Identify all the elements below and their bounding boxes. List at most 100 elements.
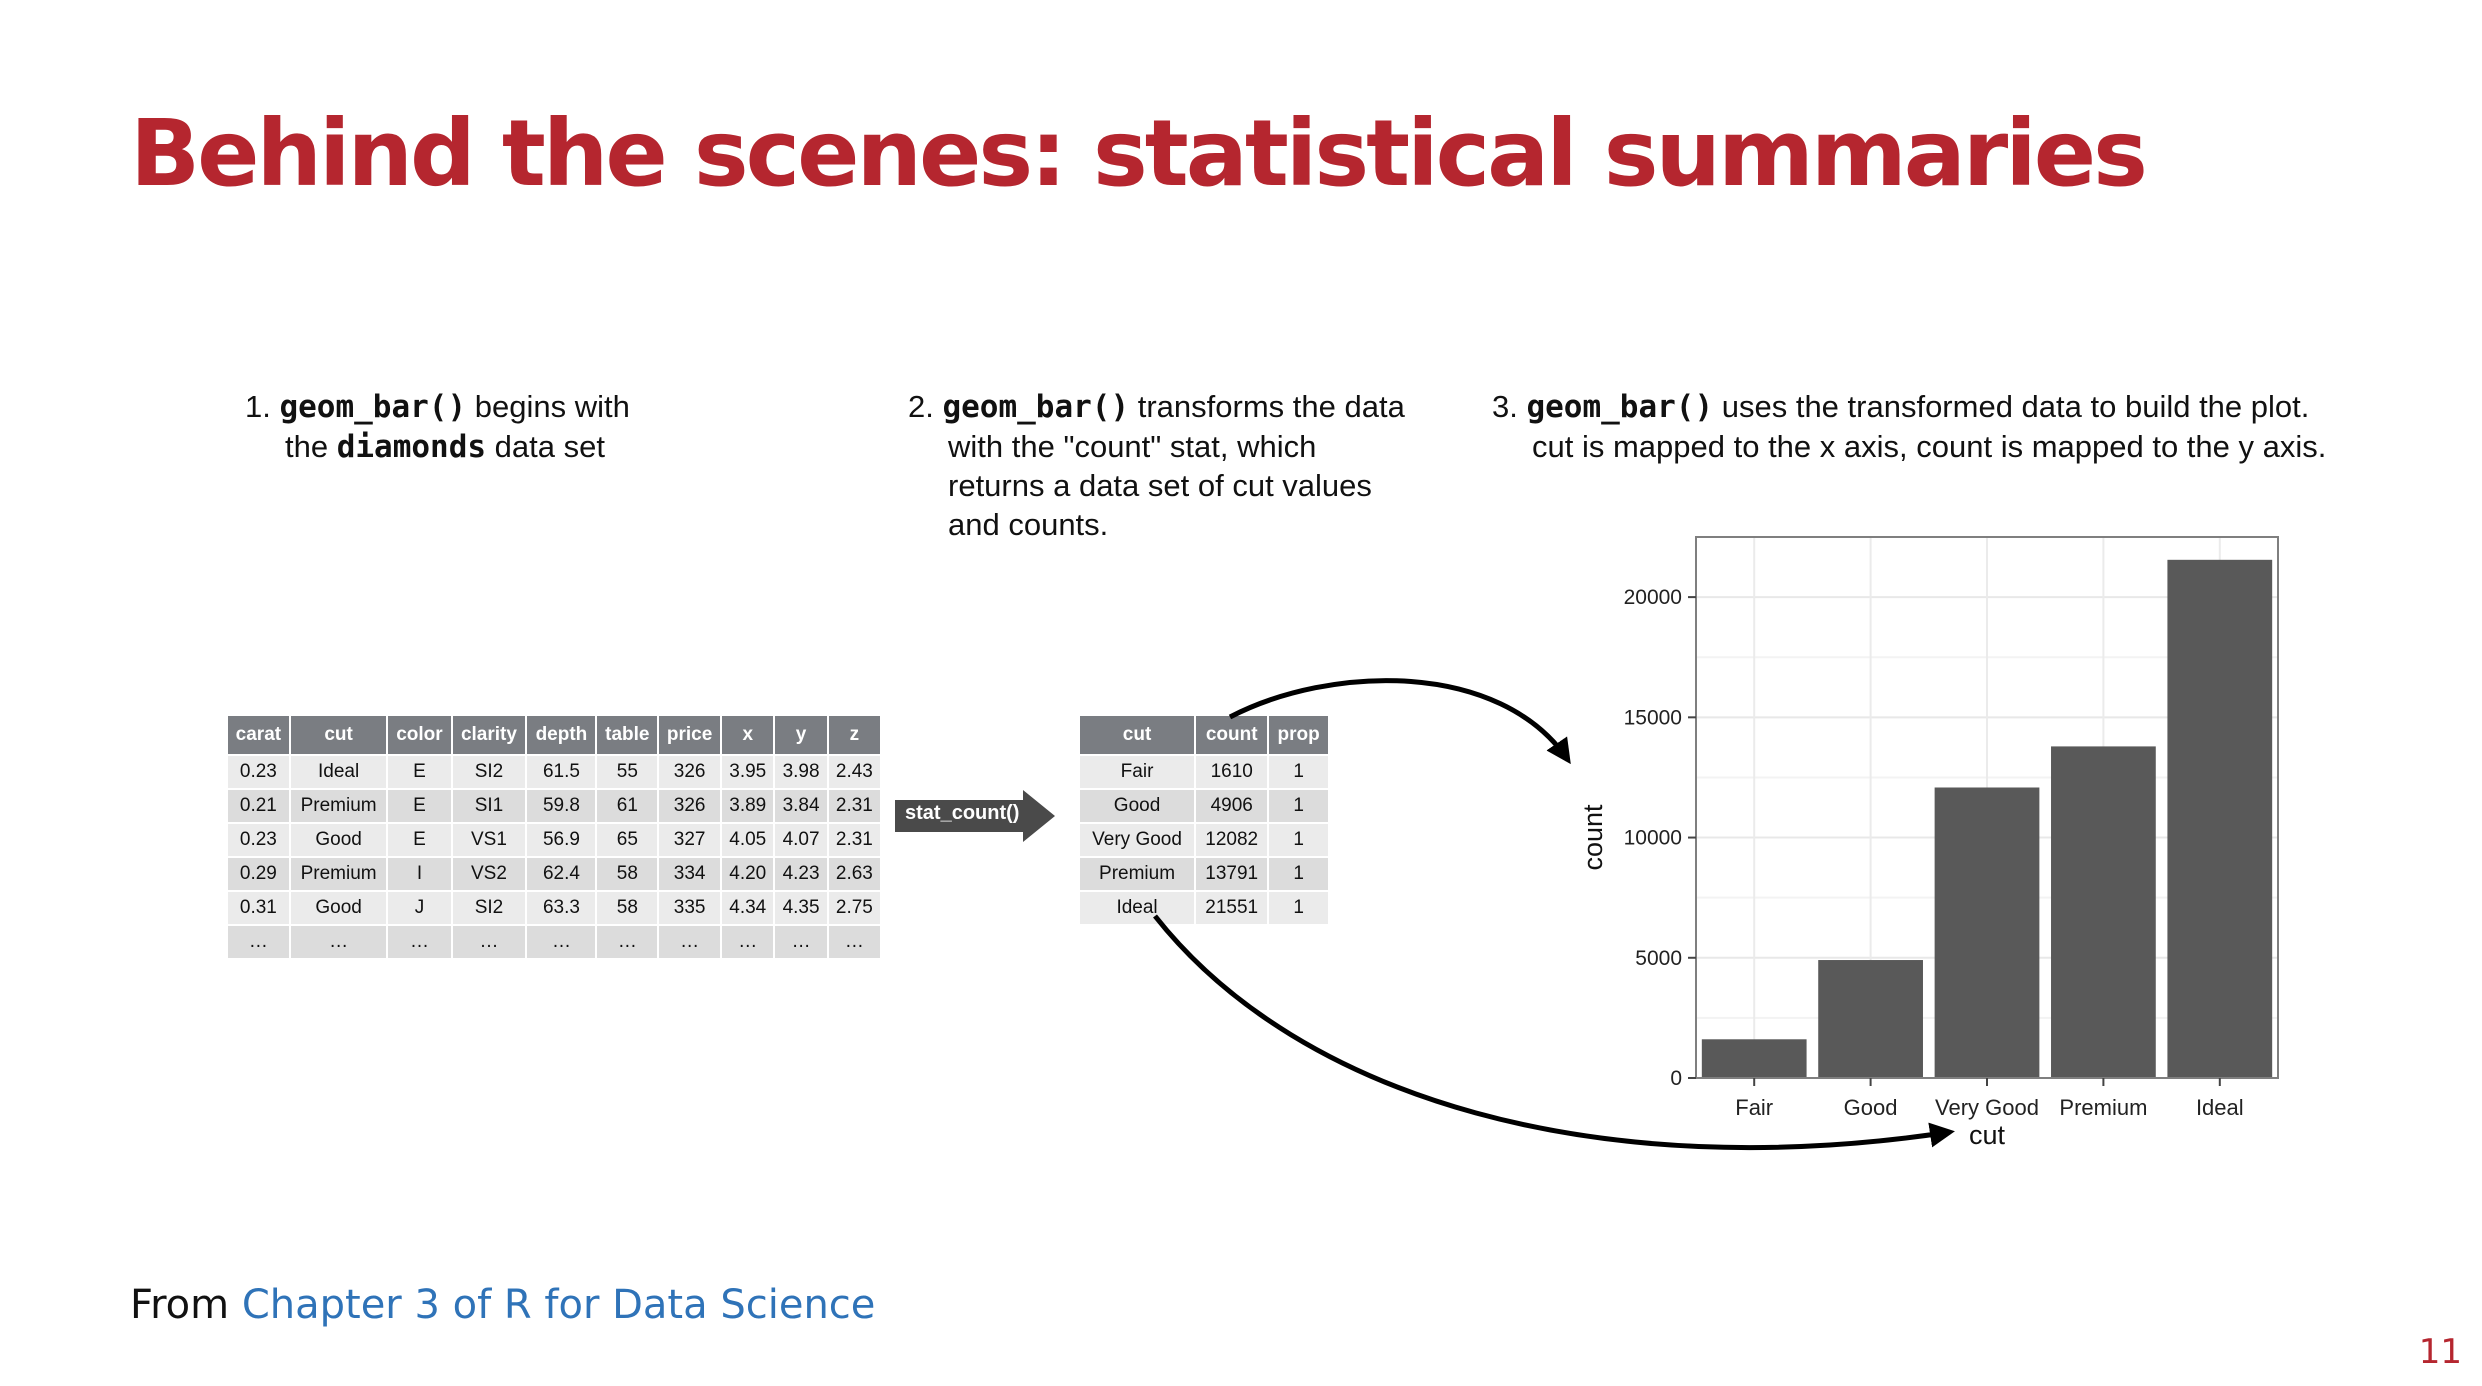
table-cell: 3.95 (720, 754, 775, 789)
table-cell: 0.31 (228, 890, 290, 925)
table-cell: 2.43 (826, 754, 880, 789)
table-cell: … (826, 924, 880, 958)
x-tick-label: Fair (1735, 1095, 1773, 1120)
column-header: price (657, 716, 722, 755)
y-tick-label: 5000 (1635, 947, 1682, 970)
footer-source: From Chapter 3 of R for Data Science (130, 1282, 875, 1328)
step1-text-c: data set (486, 429, 605, 464)
bar-premium (2051, 746, 2156, 1078)
table-cell: E (386, 822, 452, 857)
table-cell: … (525, 924, 597, 958)
table-cell: … (288, 924, 388, 958)
table-cell: … (386, 924, 452, 958)
table-cell: … (595, 924, 659, 958)
diamonds-table: carat cut color clarity depth table price x y z 0.… (228, 716, 880, 958)
table-cell: Very Good (1080, 822, 1196, 857)
table-cell: 4.07 (773, 822, 828, 857)
table-cell: Ideal (288, 754, 388, 789)
table-cell: Premium (288, 856, 388, 891)
column-header: x (720, 716, 775, 755)
table-row: Fair 1610 1 (1080, 754, 1328, 789)
table-cell: 326 (657, 788, 722, 823)
table-row: Very Good 12082 1 (1080, 822, 1328, 857)
table-cell: 65 (595, 822, 659, 857)
table-header-row: carat cut color clarity depth table price x y z (228, 716, 880, 755)
table-cell: 55 (595, 754, 659, 789)
table-cell: 3.89 (720, 788, 775, 823)
table-cell: E (386, 788, 452, 823)
x-tick-label: Very Good (1935, 1095, 2039, 1120)
column-header: prop (1267, 716, 1328, 755)
table-cell: 0.29 (228, 856, 290, 891)
table-row: Ideal 21551 1 (1080, 890, 1328, 924)
slide-title: Behind the scenes: statistical summaries (130, 100, 2148, 207)
table-cell: VS1 (450, 822, 527, 857)
table-cell: 4.20 (720, 856, 775, 891)
step3-code: geom_bar() (1526, 389, 1714, 425)
stat-count-arrow: stat_count() (895, 790, 1055, 842)
column-header: clarity (450, 716, 527, 755)
table-cell: … (228, 924, 290, 958)
column-header: z (826, 716, 880, 755)
column-header: carat (228, 716, 290, 755)
table-cell: 3.98 (773, 754, 828, 789)
table-cell: 3.84 (773, 788, 828, 823)
step1-dataset-code: diamonds (336, 429, 487, 465)
column-header: y (773, 716, 828, 755)
table-cell: 21551 (1194, 890, 1269, 924)
bar-fair (1701, 1039, 1807, 1078)
table-cell: 1 (1267, 754, 1328, 789)
table-cell: 4.34 (720, 890, 775, 925)
x-tick-label: Ideal (2196, 1095, 2244, 1120)
table-cell: 62.4 (525, 856, 597, 891)
table-cell: E (386, 754, 452, 789)
table-cell: Premium (288, 788, 388, 823)
bar-ideal (2167, 559, 2273, 1078)
step1-code: geom_bar() (279, 389, 467, 425)
y-tick-label: 0 (1670, 1067, 1682, 1090)
y-tick-label: 20000 (1624, 586, 1682, 609)
x-axis-label: cut (1969, 1120, 2006, 1150)
table-cell: SI2 (450, 754, 527, 789)
column-header: color (386, 716, 452, 755)
table-cell: 326 (657, 754, 722, 789)
table-cell: 58 (595, 890, 659, 925)
table-cell: I (386, 856, 452, 891)
table-cell: 0.23 (228, 822, 290, 857)
step1-caption: 1. geom_bar() begins with the diamonds da… (245, 387, 765, 467)
bar-very-good (1934, 787, 2040, 1078)
table-cell: 1 (1267, 856, 1328, 891)
y-axis-label: count (1578, 804, 1608, 871)
curved-arrow-to-x-axis (1153, 914, 1955, 1151)
step1-text-a: begins with (466, 389, 630, 424)
table-cell: 1 (1267, 788, 1328, 823)
stat-count-label: stat_count() (905, 802, 1020, 824)
table-cell: Good (288, 822, 388, 857)
table-row: 0.23 Ideal E SI2 61.5 55 326 3.95 3.98 2.43 (228, 754, 880, 789)
x-tick-label: Premium (2059, 1095, 2147, 1120)
table-cell: 2.63 (826, 856, 880, 891)
table-cell: 0.23 (228, 754, 290, 789)
table-cell: 58 (595, 856, 659, 891)
table-cell: … (773, 924, 828, 958)
curved-arrow-to-y-axis (1228, 678, 1571, 765)
table-cell: 63.3 (525, 890, 597, 925)
table-cell: VS2 (450, 856, 527, 891)
table-cell: 59.8 (525, 788, 597, 823)
x-tick-label: Good (1844, 1095, 1898, 1120)
column-header: cut (288, 716, 388, 755)
table-cell: Premium (1080, 856, 1196, 891)
step2-caption: 2. geom_bar() transforms the data with t… (908, 387, 1408, 544)
table-cell: 2.31 (826, 822, 880, 857)
table-cell: 61.5 (525, 754, 597, 789)
table-cell: 1610 (1194, 754, 1269, 789)
table-cell: 61 (595, 788, 659, 823)
table-cell: 13791 (1194, 856, 1269, 891)
chapter-link[interactable]: Chapter 3 of R for Data Science (241, 1282, 876, 1328)
table-row: 0.31 Good J SI2 63.3 58 335 4.34 4.35 2.75 (228, 890, 880, 925)
table-cell: SI2 (450, 890, 527, 925)
table-cell: 4906 (1194, 788, 1269, 823)
table-cell: 0.21 (228, 788, 290, 823)
page-number: 11 (2418, 1332, 2462, 1372)
